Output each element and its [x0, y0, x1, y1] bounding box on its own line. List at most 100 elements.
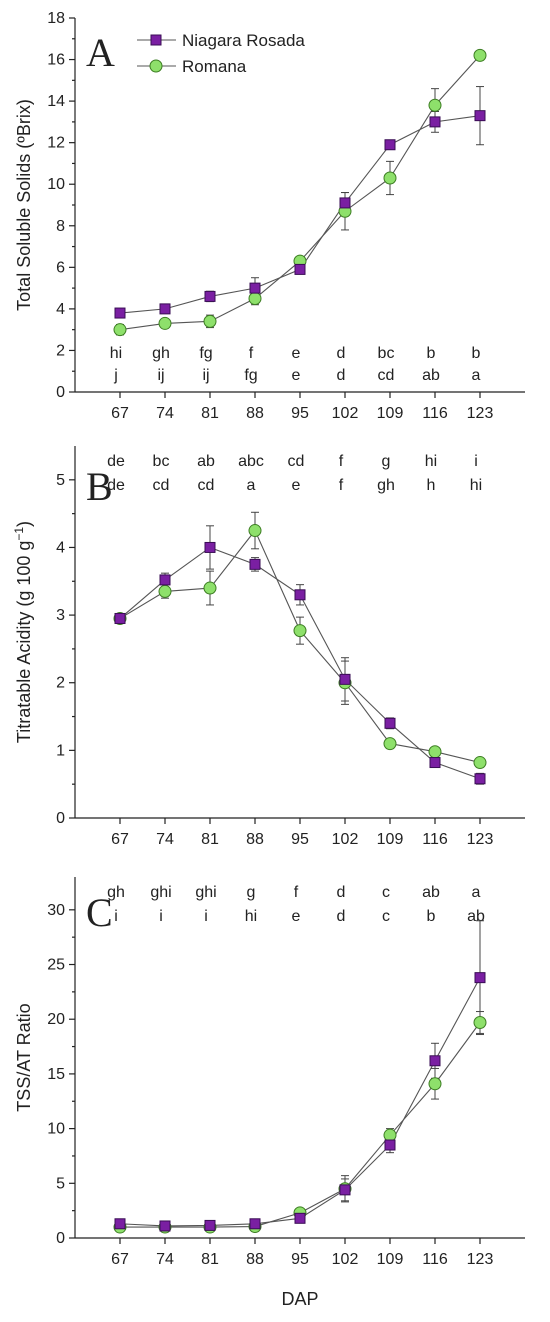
panel-c-letter: C [86, 890, 113, 935]
panel-b-letter-romana: gh [377, 477, 395, 494]
panel-c-niagara-point [474, 972, 486, 984]
panel-c-letter-romana: b [427, 908, 436, 925]
panel-c-niagara-point [429, 1055, 441, 1067]
panel-b-niagara-point [159, 574, 171, 586]
panel-b-niagara-point [384, 717, 396, 729]
panel-b-niagara-point [474, 773, 486, 785]
panel-a-romana-point [383, 171, 397, 185]
panel-a-niagara-point [294, 263, 306, 275]
panel-c-letter-niagara: a [472, 884, 481, 901]
panel-b-romana-point [383, 737, 397, 751]
panel-a-y-tick-label: 4 [56, 301, 65, 318]
panel-a-letter-niagara: d [337, 345, 346, 362]
panel-a-x-tick-label: 95 [291, 405, 309, 422]
panel-b-niagara-line [119, 546, 481, 780]
panel-b-letter-niagara: i [474, 453, 478, 470]
panel-b-letter-romana: cd [153, 477, 170, 494]
panel-c: C 0 5 10 15 20 25 30 67 74 81 88 95 102 109 116 123 TSS/… [14, 877, 525, 1268]
panel-a-letter-niagara: f [249, 345, 254, 362]
panel-b-niagara-point [114, 612, 126, 624]
panel-c-letter-romana: c [382, 908, 390, 925]
panel-a-y-tick-label: 8 [56, 218, 65, 235]
panel-a-romana-point [113, 323, 127, 337]
panel-a-romana-point [203, 314, 217, 328]
panel-a-letter-romana: a [472, 367, 481, 384]
panel-c-x-tick-label: 123 [467, 1251, 494, 1268]
panel-a-niagara-point [384, 139, 396, 151]
panel-c-letter-niagara: f [294, 884, 299, 901]
panel-b-romana-point [428, 745, 442, 759]
panel-b-y-axis-label: Titratable Acidity (g 100 g−1) [12, 521, 34, 743]
panel-b-romana-point [248, 524, 262, 538]
panel-c-x-tick-label: 88 [246, 1251, 264, 1268]
panel-b-x-tick-label: 88 [246, 831, 264, 848]
panel-b-letter-niagara: g [382, 453, 391, 470]
panel-a-romana-point [248, 292, 262, 305]
panel-a-x-tick-label: 116 [422, 405, 448, 422]
panel-b-x-tick-label: 67 [111, 831, 129, 848]
panel-b-letter-romana: cd [198, 477, 215, 494]
panel-a-letter-romana: cd [378, 367, 395, 384]
panel-c-niagara-point [249, 1218, 261, 1230]
panel-a-niagara-point [474, 110, 486, 122]
panel-a-niagara-point [114, 307, 126, 319]
panel-c-letter-romana: e [292, 908, 301, 925]
panel-c-letter-romana: i [114, 908, 118, 925]
panel-a-y-tick-label: 12 [47, 135, 65, 152]
panel-c-letter-niagara: ab [422, 884, 440, 901]
panel-a-y-tick-label: 14 [47, 93, 65, 110]
panel-b-x-tick-label: 95 [291, 831, 309, 848]
panel-a-niagara-point [249, 282, 261, 294]
panel-b-romana-point [473, 756, 487, 770]
panel-c-niagara-point [204, 1219, 216, 1231]
panel-a-romana-point [473, 48, 487, 62]
panel-a-letter: A [86, 30, 115, 75]
panel-c-letter-romana: i [204, 908, 208, 925]
panel-b-y-tick-label: 5 [56, 472, 65, 489]
panel-c-x-tick-label: 109 [377, 1251, 404, 1268]
panel-b-letter-niagara: cd [288, 453, 305, 470]
panel-b-romana-point [203, 581, 217, 595]
panel-c-letter-romana: i [159, 908, 163, 925]
legend-romana-label: Romana [182, 57, 247, 76]
panel-b-letter-niagara: hi [425, 453, 437, 470]
panel-a-romana-point [158, 316, 172, 330]
panel-a-letter-niagara: b [472, 345, 481, 362]
panel-c-y-tick-label: 15 [47, 1066, 65, 1083]
panel-c-letter-niagara: g [247, 884, 256, 901]
panel-a-x-tick-label: 109 [377, 405, 404, 422]
panel-b-y-tick-label: 3 [56, 607, 65, 624]
panel-a-x-tick-label: 102 [332, 405, 359, 422]
panel-b-letter-niagara: f [339, 453, 344, 470]
x-axis-label: DAP [281, 1289, 318, 1309]
panel-c-letter-niagara: gh [107, 884, 125, 901]
panel-a-y-tick-label: 18 [47, 10, 65, 27]
panel-b-niagara-point [204, 541, 216, 553]
panel-c-x-tick-label: 95 [291, 1251, 309, 1268]
panel-a-x-tick-label: 81 [201, 405, 219, 422]
panel-c-y-tick-label: 10 [47, 1121, 65, 1138]
panel-c-x-tick-label: 67 [111, 1251, 129, 1268]
panel-a-letter-romana: ij [157, 367, 164, 384]
legend-romana-marker [149, 59, 163, 73]
panel-a-niagara-point [204, 290, 216, 302]
panel-c-niagara-point [294, 1212, 306, 1224]
panel-b-letter-niagara: ab [197, 453, 215, 470]
panel-a-y-tick-label: 0 [56, 384, 65, 401]
panel-a-x-tick-label: 88 [246, 405, 264, 422]
panel-b-niagara-point [339, 673, 351, 685]
panel-a-letter-romana: fg [244, 367, 257, 384]
panel-a-romana-point [428, 98, 442, 112]
panel-b-letter-romana: e [292, 477, 301, 494]
panel-c-x-tick-label: 74 [156, 1251, 174, 1268]
legend: Niagara Rosada Romana [137, 31, 305, 76]
panel-a-letter-niagara: e [292, 345, 301, 362]
panel-c-x-tick-label: 116 [422, 1251, 448, 1268]
panel-b-x-tick-label: 109 [377, 831, 404, 848]
panel-b-letter-romana: f [339, 477, 344, 494]
panel-a-y-axis-label: Total Soluble Solids (ºBrix) [14, 99, 34, 311]
panel-a-letter-niagara: gh [152, 345, 170, 362]
panel-b-letter-niagara: abc [238, 453, 264, 470]
panel-a-letter-romana: j [113, 367, 118, 384]
